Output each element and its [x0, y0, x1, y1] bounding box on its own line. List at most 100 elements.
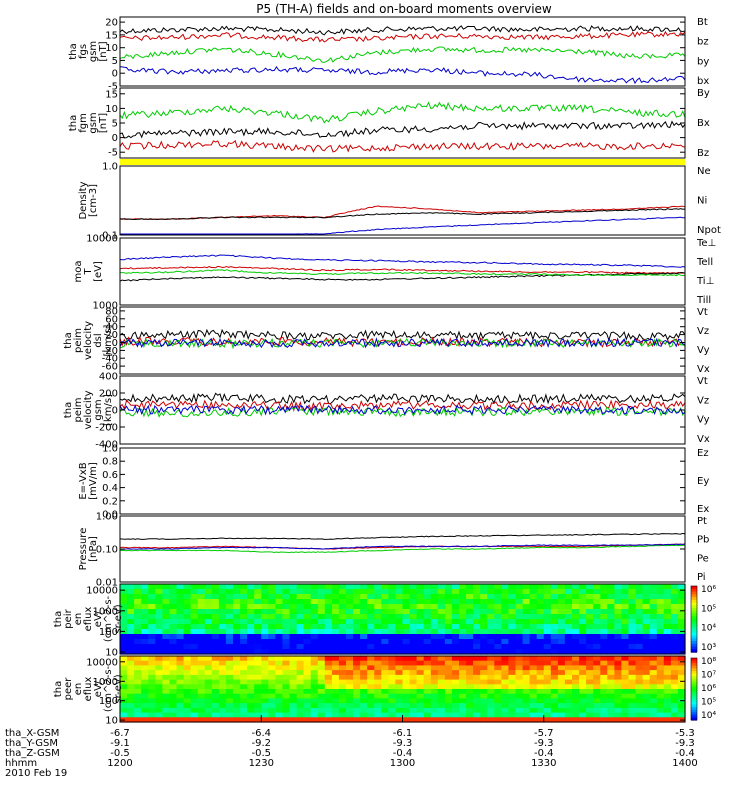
heatmap-cell	[529, 634, 538, 640]
heatmap-cell	[395, 717, 404, 723]
heatmap-cell	[487, 634, 495, 640]
heatmap-cell	[600, 644, 608, 650]
heatmap-cell	[501, 689, 510, 695]
heatmap-cell	[543, 614, 552, 620]
heatmap-cell	[289, 698, 298, 704]
heatmap-cell	[600, 634, 608, 640]
heatmap-cell	[444, 644, 453, 650]
legend-label: Vy	[697, 345, 710, 356]
heatmap-cell	[254, 619, 262, 625]
heatmap-cell	[324, 594, 333, 600]
heatmap-cell	[444, 660, 453, 666]
heatmap-cell	[459, 660, 467, 666]
heatmap-cell	[141, 679, 149, 685]
heatmap-cell	[423, 624, 432, 630]
heatmap-cell	[275, 649, 284, 655]
heatmap-cell	[183, 665, 192, 671]
heatmap-cell	[586, 589, 594, 595]
heatmap-cell	[190, 707, 199, 714]
heatmap-cell	[515, 717, 524, 723]
heatmap-cell	[579, 703, 587, 709]
heatmap-cell	[183, 703, 192, 709]
heatmap-cell	[550, 698, 559, 704]
heatmap-cell	[289, 717, 298, 723]
heatmap-cell	[437, 639, 446, 645]
heatmap-cell	[522, 684, 531, 690]
heatmap-cell	[663, 656, 672, 662]
heatmap-cell	[282, 665, 291, 671]
heatmap-cell	[247, 649, 255, 655]
heatmap-cell	[572, 684, 580, 690]
heatmap-cell	[204, 703, 213, 709]
heatmap-cell	[480, 703, 488, 709]
heatmap-cell	[268, 712, 276, 718]
heatmap-cell	[303, 639, 312, 645]
heatmap-cell	[557, 670, 566, 676]
heatmap-cell	[360, 684, 368, 690]
heatmap-cell	[593, 624, 601, 630]
heatmap-cell	[211, 703, 220, 709]
heatmap-cell	[564, 670, 573, 676]
heatmap-cell	[430, 712, 439, 718]
heatmap-cell	[466, 707, 474, 714]
y-tick-label: 0.6	[102, 470, 118, 481]
heatmap-cell	[254, 649, 262, 655]
heatmap-cell	[586, 609, 594, 615]
y-axis-label: tha peim velocity gsm [km/s]	[63, 390, 114, 429]
heatmap-cell	[240, 629, 248, 635]
heatmap-cell	[600, 584, 608, 590]
heatmap-cell	[402, 624, 411, 630]
heatmap-cell	[451, 599, 460, 605]
heatmap-cell	[155, 717, 163, 723]
heatmap-cell	[134, 674, 142, 681]
y-axis-label-line: sr-eV)	[113, 604, 124, 633]
heatmap-cell	[508, 609, 517, 615]
heatmap-cell	[346, 689, 354, 695]
heatmap-cell	[522, 584, 531, 590]
heatmap-cell	[543, 670, 552, 676]
heatmap-cell	[155, 599, 163, 605]
heatmap-cell	[501, 589, 510, 595]
y-axis-label-line: [mV/m]	[88, 462, 99, 500]
heatmap-cell	[367, 624, 375, 630]
heatmap-cell	[586, 594, 594, 600]
heatmap-cell	[353, 619, 361, 625]
heatmap-cell	[233, 660, 241, 666]
heatmap-cell	[275, 624, 284, 630]
heatmap-cell	[211, 584, 220, 590]
heatmap-cell	[268, 639, 276, 645]
heatmap-cell	[261, 656, 269, 662]
y-axis-label: E=-VxB [mV/m]	[78, 462, 99, 500]
heatmap-cell	[494, 594, 502, 600]
heatmap-cell	[522, 614, 531, 620]
heatmap-cell	[211, 624, 220, 630]
heatmap-cell	[303, 698, 312, 704]
heatmap-cell	[501, 707, 510, 714]
heatmap-cell	[303, 660, 312, 666]
heatmap-cell	[508, 660, 517, 666]
heatmap-cell	[607, 584, 615, 590]
heatmap-cell	[127, 656, 135, 662]
heatmap-cell	[303, 589, 312, 595]
heatmap-cell	[480, 594, 488, 600]
heatmap-cell	[331, 594, 340, 600]
y-tick-label: 0.0	[102, 510, 118, 521]
heatmap-cell	[649, 639, 658, 645]
heatmap-cell	[473, 717, 481, 723]
heatmap-cell	[360, 584, 368, 590]
heatmap-cell	[360, 674, 368, 681]
heatmap-cell	[148, 629, 156, 635]
heatmap-cell	[324, 679, 333, 685]
heatmap-cell	[254, 589, 262, 595]
heatmap-cell	[289, 670, 298, 676]
heatmap-cell	[310, 684, 319, 690]
heatmap-cell	[607, 693, 615, 699]
heatmap-cell	[466, 717, 474, 723]
heatmap-cell	[670, 689, 679, 695]
heatmap-cell	[183, 584, 192, 590]
heatmap-cell	[409, 712, 418, 718]
heatmap-cell	[268, 609, 276, 615]
heatmap-cell	[148, 656, 156, 662]
heatmap-cell	[508, 689, 517, 695]
